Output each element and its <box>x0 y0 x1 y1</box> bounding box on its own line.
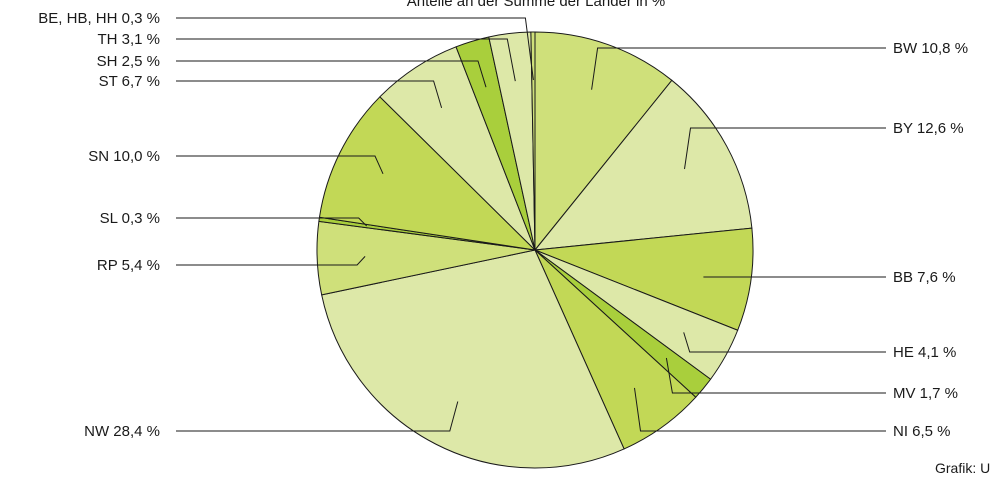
slice-label-he: HE 4,1 % <box>893 344 956 361</box>
leader-line-sh <box>176 60 487 88</box>
slice-label-sh: SH 2,5 % <box>97 53 160 70</box>
slice-label-rp: RP 5,4 % <box>97 257 160 274</box>
slice-label-sl: SL 0,3 % <box>100 210 160 227</box>
pie-slice-nw <box>321 249 625 469</box>
leader-line-bw <box>591 47 886 90</box>
pie-slices <box>316 31 754 469</box>
leader-line-by <box>684 127 886 170</box>
leader-line-be-hb-hh <box>176 17 534 81</box>
pie-slice-by <box>534 79 753 251</box>
leader-line-sl <box>176 217 368 227</box>
leader-lines <box>176 17 886 432</box>
chart-title: Anteile an der Summe der Länder in % <box>407 0 665 10</box>
leader-line-rp <box>176 256 366 266</box>
slice-label-sn: SN 10,0 % <box>88 148 160 165</box>
slice-label-th: TH 3,1 % <box>97 31 160 48</box>
leader-line-mv <box>665 357 886 394</box>
pie-slice-be-hb-hh <box>530 31 536 251</box>
pie-slice-bw <box>534 31 673 251</box>
chart-credit: Grafik: U <box>935 460 990 476</box>
slice-label-nw: NW 28,4 % <box>84 423 160 440</box>
leader-line-sn <box>176 155 384 175</box>
leader-line-st <box>176 80 443 109</box>
leader-line-he <box>683 332 886 353</box>
pie-slice-sn <box>318 96 536 251</box>
slice-label-bb: BB 7,6 % <box>893 269 956 286</box>
leader-line-th <box>176 38 516 82</box>
leader-line-nw <box>176 401 459 432</box>
slice-label-bw: BW 10,8 % <box>893 40 968 57</box>
slice-label-st: ST 6,7 % <box>99 73 160 90</box>
slice-label-be-hb-hh: BE, HB, HH 0,3 % <box>38 10 160 27</box>
pie-slice-bb <box>534 227 754 331</box>
slice-label-mv: MV 1,7 % <box>893 385 958 402</box>
slice-labels: BW 10,8 % BY 12,6 % BB 7,6 % HE 4,1 % MV 1,7… <box>38 10 968 440</box>
slice-label-ni: NI 6,5 % <box>893 423 951 440</box>
leader-line-ni <box>634 387 886 432</box>
slice-label-by: BY 12,6 % <box>893 120 964 137</box>
